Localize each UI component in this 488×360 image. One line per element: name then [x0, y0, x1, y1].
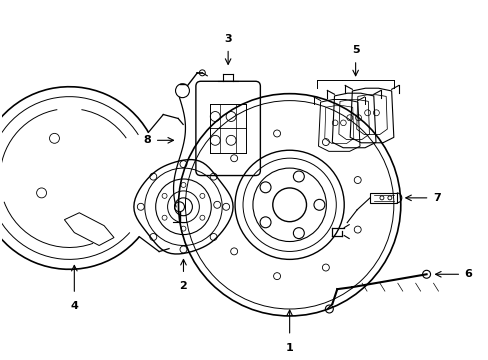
- Text: 4: 4: [70, 301, 78, 311]
- Text: 8: 8: [142, 135, 150, 145]
- Text: 1: 1: [285, 343, 293, 353]
- Text: 7: 7: [433, 193, 440, 203]
- Text: 3: 3: [224, 33, 231, 44]
- Text: 2: 2: [179, 281, 187, 291]
- Text: 6: 6: [463, 269, 471, 279]
- Text: 5: 5: [351, 45, 359, 55]
